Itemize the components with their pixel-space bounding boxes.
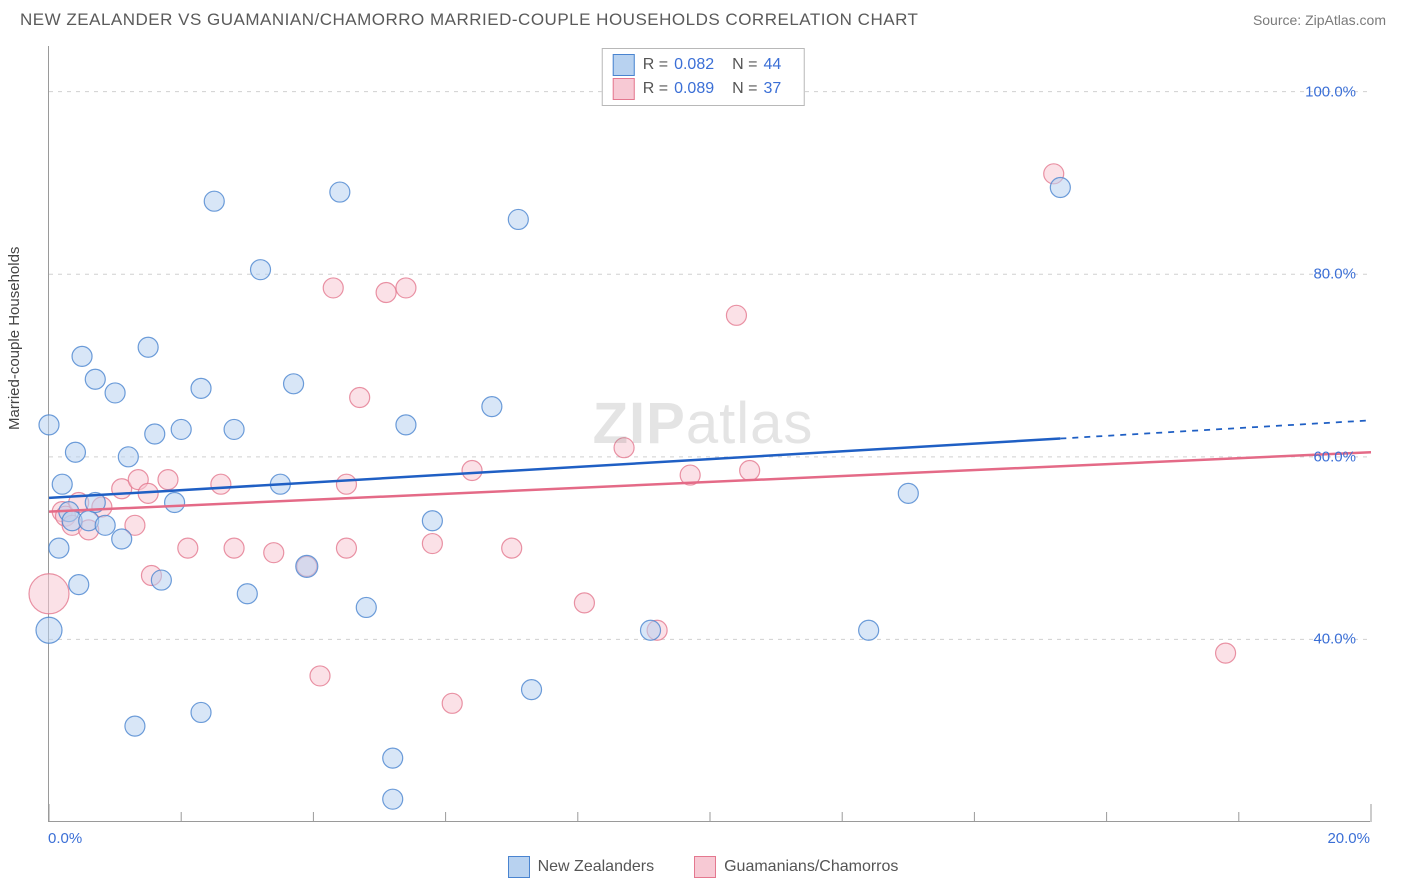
stat-n-value-1: 37 <box>763 80 781 98</box>
stats-row-blue: R = 0.082 N = 44 <box>613 53 792 77</box>
chart-title: NEW ZEALANDER VS GUAMANIAN/CHAMORRO MARR… <box>20 10 918 30</box>
legend-swatch-pink-icon <box>694 856 716 878</box>
swatch-blue-icon <box>613 54 635 76</box>
stat-n-value-0: 44 <box>763 56 781 74</box>
chart-source: Source: ZipAtlas.com <box>1253 12 1386 28</box>
stats-row-pink: R = 0.089 N = 37 <box>613 77 792 101</box>
stats-box: R = 0.082 N = 44 R = 0.089 N = 37 <box>602 48 805 106</box>
stat-r-value-1: 0.089 <box>674 80 714 98</box>
chart-header: NEW ZEALANDER VS GUAMANIAN/CHAMORRO MARR… <box>20 10 1386 30</box>
legend-label-pink: Guamanians/Chamorros <box>724 858 898 876</box>
stat-n-label-1: N = <box>732 80 757 98</box>
y-axis-label: Married-couple Households <box>6 247 23 430</box>
swatch-pink-icon <box>613 78 635 100</box>
x-tick-label-right: 20.0% <box>1327 830 1370 847</box>
stat-r-label-1: R = <box>643 80 668 98</box>
y-tick-label: 80.0% <box>1313 266 1356 283</box>
bottom-legend: New Zealanders Guamanians/Chamorros <box>0 856 1406 878</box>
legend-label-blue: New Zealanders <box>538 858 655 876</box>
legend-item-blue: New Zealanders <box>508 856 655 878</box>
plot-area: 40.0% 60.0% 80.0% 100.0% <box>48 46 1370 822</box>
source-prefix: Source: <box>1253 12 1305 28</box>
plot-svg <box>49 46 1370 821</box>
legend-item-pink: Guamanians/Chamorros <box>694 856 898 878</box>
x-tick-label-left: 0.0% <box>48 830 82 847</box>
y-tick-label: 60.0% <box>1313 448 1356 465</box>
stat-r-value-0: 0.082 <box>674 56 714 74</box>
y-tick-label: 40.0% <box>1313 631 1356 648</box>
stat-r-label-0: R = <box>643 56 668 74</box>
stat-n-label-0: N = <box>732 56 757 74</box>
legend-swatch-blue-icon <box>508 856 530 878</box>
source-name: ZipAtlas.com <box>1305 12 1386 28</box>
y-tick-label: 100.0% <box>1305 83 1356 100</box>
